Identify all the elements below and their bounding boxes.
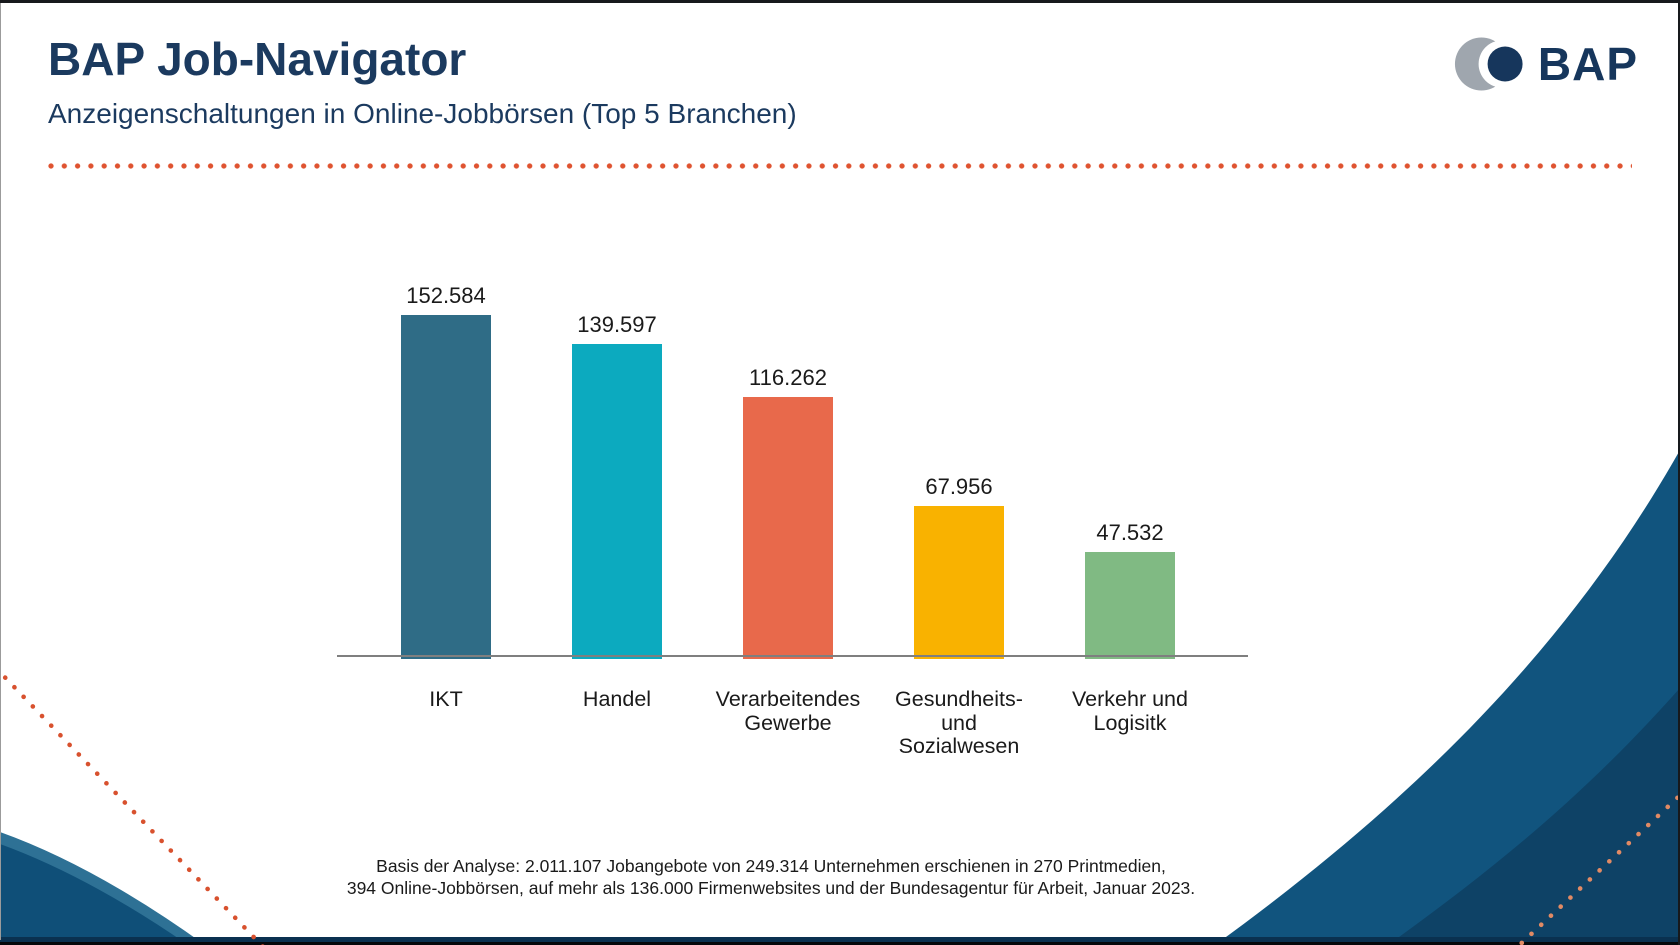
category-label: IKT <box>429 687 463 711</box>
bar-value-label: 67.956 <box>925 474 993 499</box>
bap-logo-text: BAP <box>1537 38 1638 90</box>
source-footnote-line1: Basis der Analyse: 2.011.107 Jobangebote… <box>376 856 1166 876</box>
bar-column: 67.956 <box>914 474 1004 659</box>
header: BAP Job-Navigator Anzeigenschaltungen in… <box>48 33 797 130</box>
wave-bottom-right-dark <box>1388 688 1680 945</box>
bar <box>1085 552 1175 659</box>
bar-value-label: 47.532 <box>1096 520 1164 545</box>
bar-column: 116.262 <box>743 365 833 659</box>
top-border <box>0 0 1680 3</box>
dotted-divider-line <box>48 162 1632 170</box>
bar <box>914 506 1004 659</box>
dotted-diagonal-left <box>0 668 265 945</box>
page-subtitle: Anzeigenschaltungen in Online-Jobbörsen … <box>48 97 797 129</box>
bap-logo: BAP <box>1454 34 1638 94</box>
right-border <box>1678 0 1680 945</box>
category-label: Handel <box>582 687 652 711</box>
page-title: BAP Job-Navigator <box>48 33 467 85</box>
wedge-bottom-left-main <box>0 844 188 945</box>
bar-value-label: 139.597 <box>577 312 657 337</box>
dotted-diagonal-right <box>1516 792 1680 945</box>
x-axis-line <box>337 655 1248 657</box>
bar-column: 152.584 <box>401 283 491 659</box>
left-border <box>0 0 1 940</box>
bar-value-label: 152.584 <box>406 283 486 308</box>
bottom-strip-black-line <box>0 942 1680 945</box>
bap-logo-icon <box>1454 37 1524 91</box>
bar <box>572 344 662 659</box>
bar <box>401 315 491 659</box>
category-label: Verkehr und Logisitk <box>1072 687 1188 735</box>
category-label: Verarbeitendes Gewerbe <box>715 687 861 735</box>
bottom-strip <box>0 937 1680 945</box>
source-footnote: Basis der Analyse: 2.011.107 Jobangebote… <box>341 855 1201 899</box>
category-label: Gesundheits- und Sozialwesen <box>895 687 1023 759</box>
source-footnote-line2: 394 Online-Jobbörsen, auf mehr als 136.0… <box>346 878 1196 898</box>
bar-value-label: 116.262 <box>749 365 827 390</box>
bar-chart: 152.584 139.597 116.262 67.956 47.532 <box>401 283 1175 659</box>
bar-column: 139.597 <box>572 312 662 659</box>
bar <box>743 397 833 659</box>
bar-column: 47.532 <box>1085 520 1175 659</box>
